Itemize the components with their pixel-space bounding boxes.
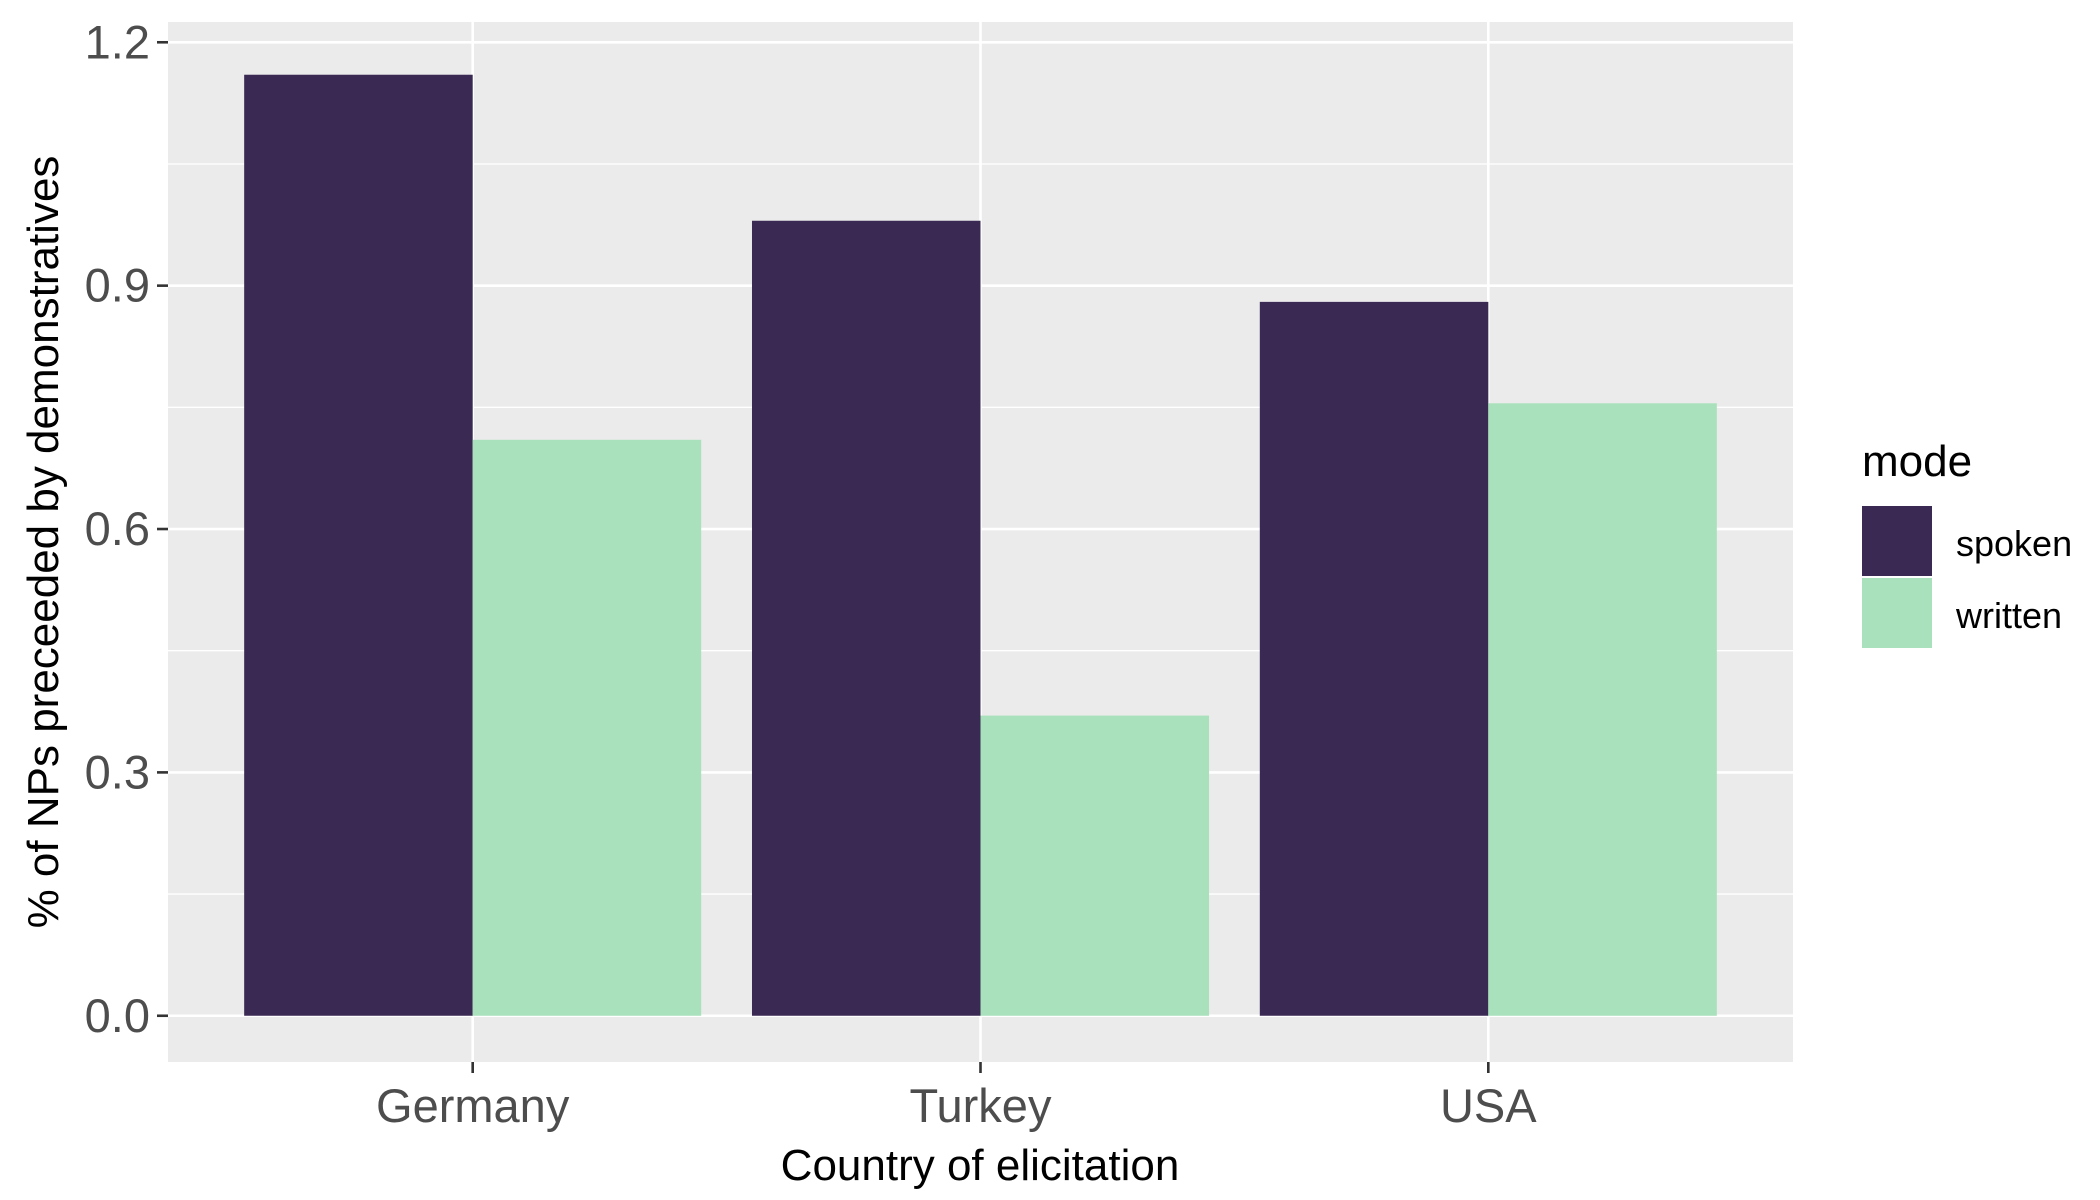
y-tick-label: 0.6 [85,502,150,555]
bar-usa-spoken [1259,301,1489,1016]
y-tick-label: 0.3 [85,745,150,798]
legend-key-written [1862,578,1932,648]
x-axis-title: Country of elicitation [781,1141,1180,1190]
legend: mode spoken written [1862,437,2072,648]
x-axis: Germany Turkey USA [376,1062,1537,1132]
bar-germany-written [472,439,702,1016]
legend-key-spoken [1862,506,1932,576]
bar-turkey-spoken [751,220,981,1016]
y-tick-label: 0.0 [85,989,150,1042]
x-tick-label-turkey: Turkey [910,1079,1052,1132]
bar-usa-written [1488,403,1717,1016]
legend-label-spoken: spoken [1956,523,2072,564]
bar-germany-spoken [244,74,473,1016]
legend-label-written: written [1955,595,2062,636]
bar-turkey-written [980,715,1210,1016]
y-axis-title: % of NPs preceeded by demonstratives [19,156,68,929]
x-tick-label-usa: USA [1440,1079,1537,1132]
y-tick-label: 1.2 [85,15,150,68]
legend-title: mode [1862,437,1972,486]
x-tick-label-germany: Germany [376,1079,570,1132]
bars [244,74,1717,1016]
y-tick-label: 0.9 [85,259,150,312]
y-axis: 0.0 0.3 0.6 0.9 1.2 [85,15,168,1042]
